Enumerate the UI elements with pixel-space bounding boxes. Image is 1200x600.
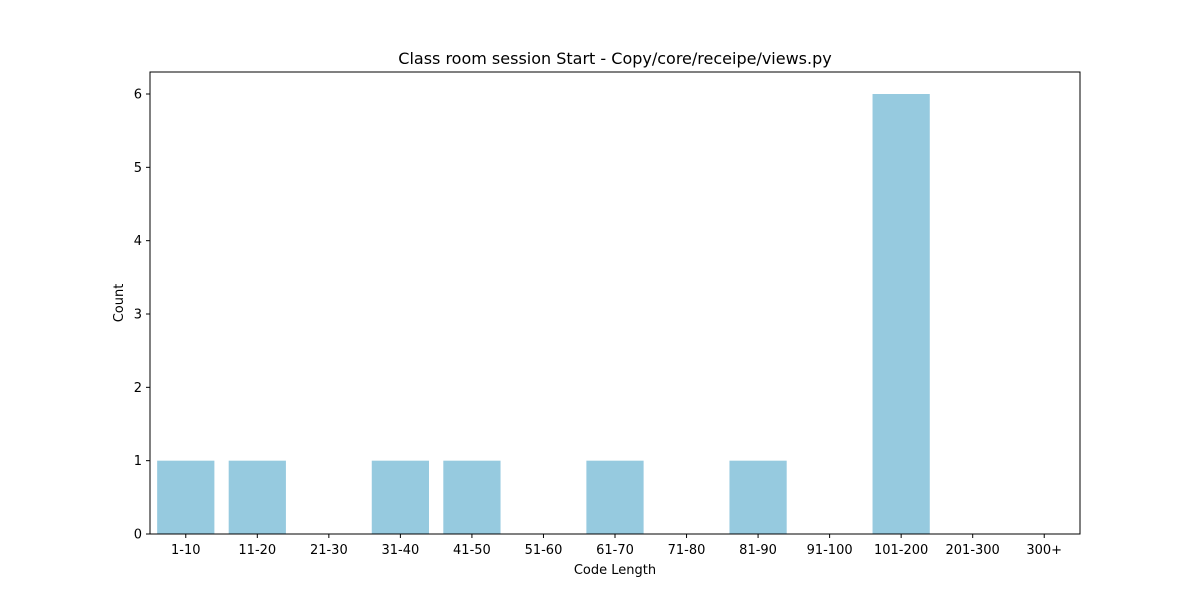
x-tick-label: 101-200 [874,543,928,558]
x-tick-label: 21-30 [310,543,348,558]
bar-101-200 [872,94,930,534]
y-tick-label: 2 [134,381,142,396]
y-tick-label: 3 [134,308,142,323]
x-tick-label: 31-40 [381,543,419,558]
y-tick-label: 4 [134,234,142,249]
x-tick-label: 81-90 [739,543,777,558]
x-axis-label: Code Length [574,563,656,578]
y-axis-label: Count [112,284,127,323]
y-tick-label: 0 [134,528,142,543]
x-tick-label: 300+ [1026,543,1062,558]
x-tick-label: 1-10 [171,543,201,558]
bar-61-70 [586,460,644,534]
bar-81-90 [729,460,787,534]
x-tick-label: 201-300 [946,543,1000,558]
y-tick-label: 5 [134,161,142,176]
bar-1-10 [157,460,215,534]
x-tick-label: 71-80 [668,543,706,558]
x-tick-label: 51-60 [525,543,563,558]
x-tick-label: 61-70 [596,543,634,558]
bar-31-40 [371,460,429,534]
bar-41-50 [443,460,501,534]
y-axis-ticks: 0 1 2 3 4 5 6 [134,88,150,543]
bar-11-20 [228,460,286,534]
y-tick-label: 6 [134,88,142,103]
y-tick-label: 1 [134,454,142,469]
chart-title: Class room session Start - Copy/core/rec… [398,49,831,68]
bars-group [157,94,930,534]
x-tick-label: 91-100 [807,543,853,558]
x-tick-label: 11-20 [238,543,276,558]
x-tick-label: 41-50 [453,543,491,558]
x-axis-ticks: 1-10 11-20 21-30 31-40 41-50 51-60 61-70 71-80 8… [171,534,1062,558]
